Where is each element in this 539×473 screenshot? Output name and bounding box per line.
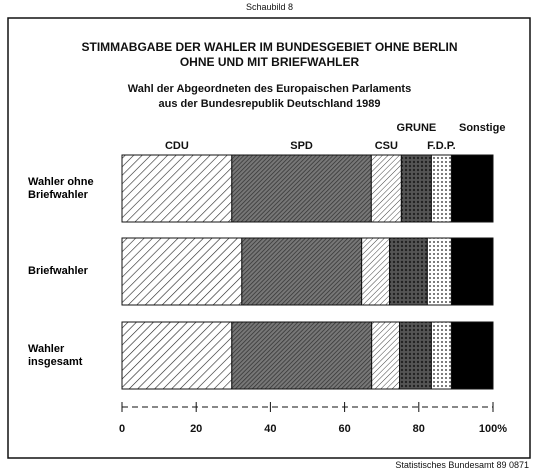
bar-segment — [241, 237, 363, 306]
bar-segment — [231, 154, 372, 223]
header: Schaubild 8 — [245, 2, 294, 12]
bar-segment — [231, 321, 373, 390]
legend-label: F.D.P. — [427, 140, 456, 152]
category-label: Wahler ohne Briefwahler — [28, 175, 94, 201]
category-label: Wahler insgesamt — [28, 342, 83, 368]
chart-subtitle: Wahl der Abgeordneten des Europaischen P… — [127, 83, 412, 110]
x-tick-label: 80 — [413, 423, 425, 435]
legend-label: SPD — [290, 140, 313, 152]
category-label: Briefwahler — [28, 265, 88, 277]
x-tick-label: 60 — [338, 423, 350, 435]
x-tick-label: 40 — [264, 423, 276, 435]
frame — [7, 17, 531, 459]
bar-segment — [426, 237, 452, 306]
bar-segment — [388, 237, 428, 306]
x-tick-label: 20 — [190, 423, 202, 435]
bar-segment — [121, 321, 233, 390]
bar-segment — [450, 154, 494, 223]
bar-segment — [361, 237, 390, 306]
bar-segment — [450, 237, 494, 306]
legend-label: CDU — [165, 140, 189, 152]
bar-segment — [430, 321, 452, 390]
chart-title: STIMMABGABE DER WAHLER IM BUNDESGEBIET O… — [81, 40, 458, 69]
bar-segment — [400, 154, 432, 223]
source: Statistisches Bundesamt 89 0871 — [395, 460, 529, 470]
x-tick-label: 0 — [119, 423, 125, 435]
bar-segment — [450, 321, 494, 390]
legend-label: Sonstige — [459, 122, 505, 134]
x-tick-label: 100% — [479, 423, 507, 435]
legend-label: CSU — [375, 140, 398, 152]
bar-segment — [121, 237, 243, 306]
bar-segment — [399, 321, 432, 390]
bar-segment — [430, 154, 452, 223]
bar-segment — [371, 321, 401, 390]
bar-segment — [370, 154, 402, 223]
legend-label: GRUNE — [397, 122, 437, 134]
bar-segment — [121, 154, 233, 223]
